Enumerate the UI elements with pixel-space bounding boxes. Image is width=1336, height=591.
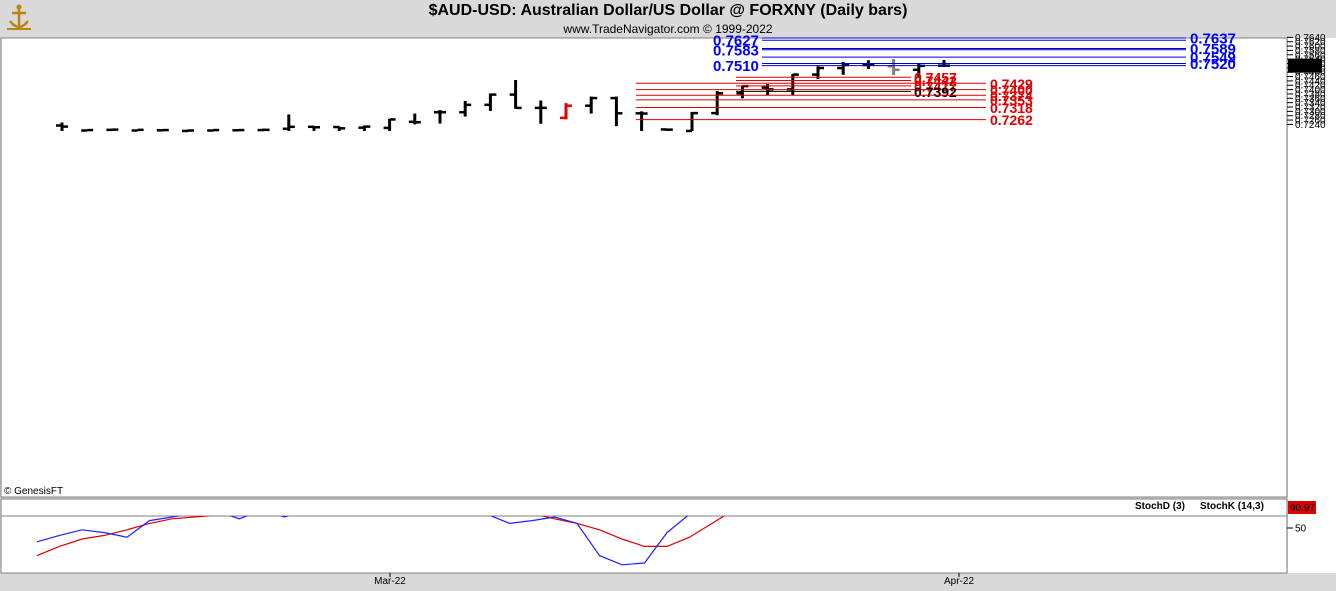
- y-tick-label: 0.7640: [1295, 33, 1326, 44]
- level-label-0-7318: 0.7318: [990, 100, 1033, 116]
- y-tick-label: 0.7580: [1295, 46, 1326, 57]
- stoch-last-badge: [1288, 501, 1316, 514]
- date-axis-panel: [0, 574, 1336, 591]
- stochastic-panel: [0, 498, 1288, 574]
- chart-title: $AUD-USD: Australian Dollar/US Dollar @ …: [428, 2, 908, 19]
- level-label-0-7627: 0.7627: [713, 33, 759, 50]
- watermark-text: © GenesisFT: [4, 486, 63, 497]
- level-label-0-7392: 0.7392: [914, 84, 957, 100]
- price-panel: [0, 37, 1288, 498]
- level-label-0-7417: 0.7417: [914, 78, 957, 94]
- level-label-0-7637: 0.7637: [1190, 31, 1236, 48]
- y-tick-label: 0.7460: [1295, 72, 1326, 83]
- price-plot-area: [56, 58, 950, 133]
- y-tick-label: 0.7240: [1295, 120, 1326, 131]
- chart-header: $AUD-USD: Australian Dollar/US Dollar @ …: [0, 0, 1336, 38]
- level-label-0-7549: 0.7549: [1190, 50, 1236, 67]
- price-axis-panel: [1288, 38, 1336, 573]
- level-label-0-7520: 0.7520: [1190, 56, 1236, 73]
- level-label-0-7510: 0.7510: [713, 58, 759, 75]
- ship-anchor-logo-icon: [4, 3, 34, 33]
- level-label-0-7400: 0.7400: [990, 82, 1033, 98]
- chart-subtitle: www.TradeNavigator.com © 1999-2022: [563, 22, 773, 36]
- y-tick-label: 0.7400: [1295, 85, 1326, 96]
- y-tick-label: 0.7480: [1295, 68, 1326, 79]
- y-tick-label: 0.7600: [1295, 42, 1326, 53]
- y-tick-label: 0.7380: [1295, 89, 1326, 100]
- last-price-badge: [1288, 58, 1322, 73]
- y-tick-label: 0.7440: [1295, 76, 1326, 87]
- stochastic-plot-area: [36, 516, 726, 566]
- level-label-0-7589: 0.7589: [1190, 41, 1236, 58]
- x-tick-label: Apr-22: [944, 576, 974, 587]
- level-label-0-7457: 0.7457: [914, 70, 957, 86]
- y-tick-label: 0.7280: [1295, 111, 1326, 122]
- last-price-label: 0.7510: [1290, 62, 1321, 73]
- stoch-last-label: 90.97: [1290, 503, 1315, 514]
- y-tick-label: 0.7320: [1295, 103, 1326, 114]
- y-tick-label: 0.7300: [1295, 107, 1326, 118]
- y-tick-label: 0.7360: [1295, 94, 1326, 105]
- level-label-0-7583: 0.7583: [713, 42, 759, 59]
- y-tick-label: 0.7340: [1295, 98, 1326, 109]
- level-label-0-7262: 0.7262: [990, 112, 1033, 128]
- y-tick-label: 0.7260: [1295, 116, 1326, 127]
- level-label-0-7374: 0.7374: [990, 88, 1033, 104]
- stochastic-line: [36, 516, 726, 557]
- x-tick-label: Mar-22: [374, 576, 406, 587]
- level-label-0-7442: 0.7442: [914, 73, 957, 89]
- level-label-0-7429: 0.7429: [990, 76, 1033, 92]
- stochk-legend: StochK (14,3): [1200, 501, 1264, 512]
- stoch-y-tick-label: 50: [1295, 524, 1307, 535]
- y-tick-label: 0.7420: [1295, 81, 1326, 92]
- y-tick-label: 0.7620: [1295, 37, 1326, 48]
- y-tick-label: 0.7560: [1295, 50, 1326, 61]
- stochd-legend: StochD (3): [1135, 501, 1185, 512]
- level-label-0-7353: 0.7353: [990, 92, 1033, 108]
